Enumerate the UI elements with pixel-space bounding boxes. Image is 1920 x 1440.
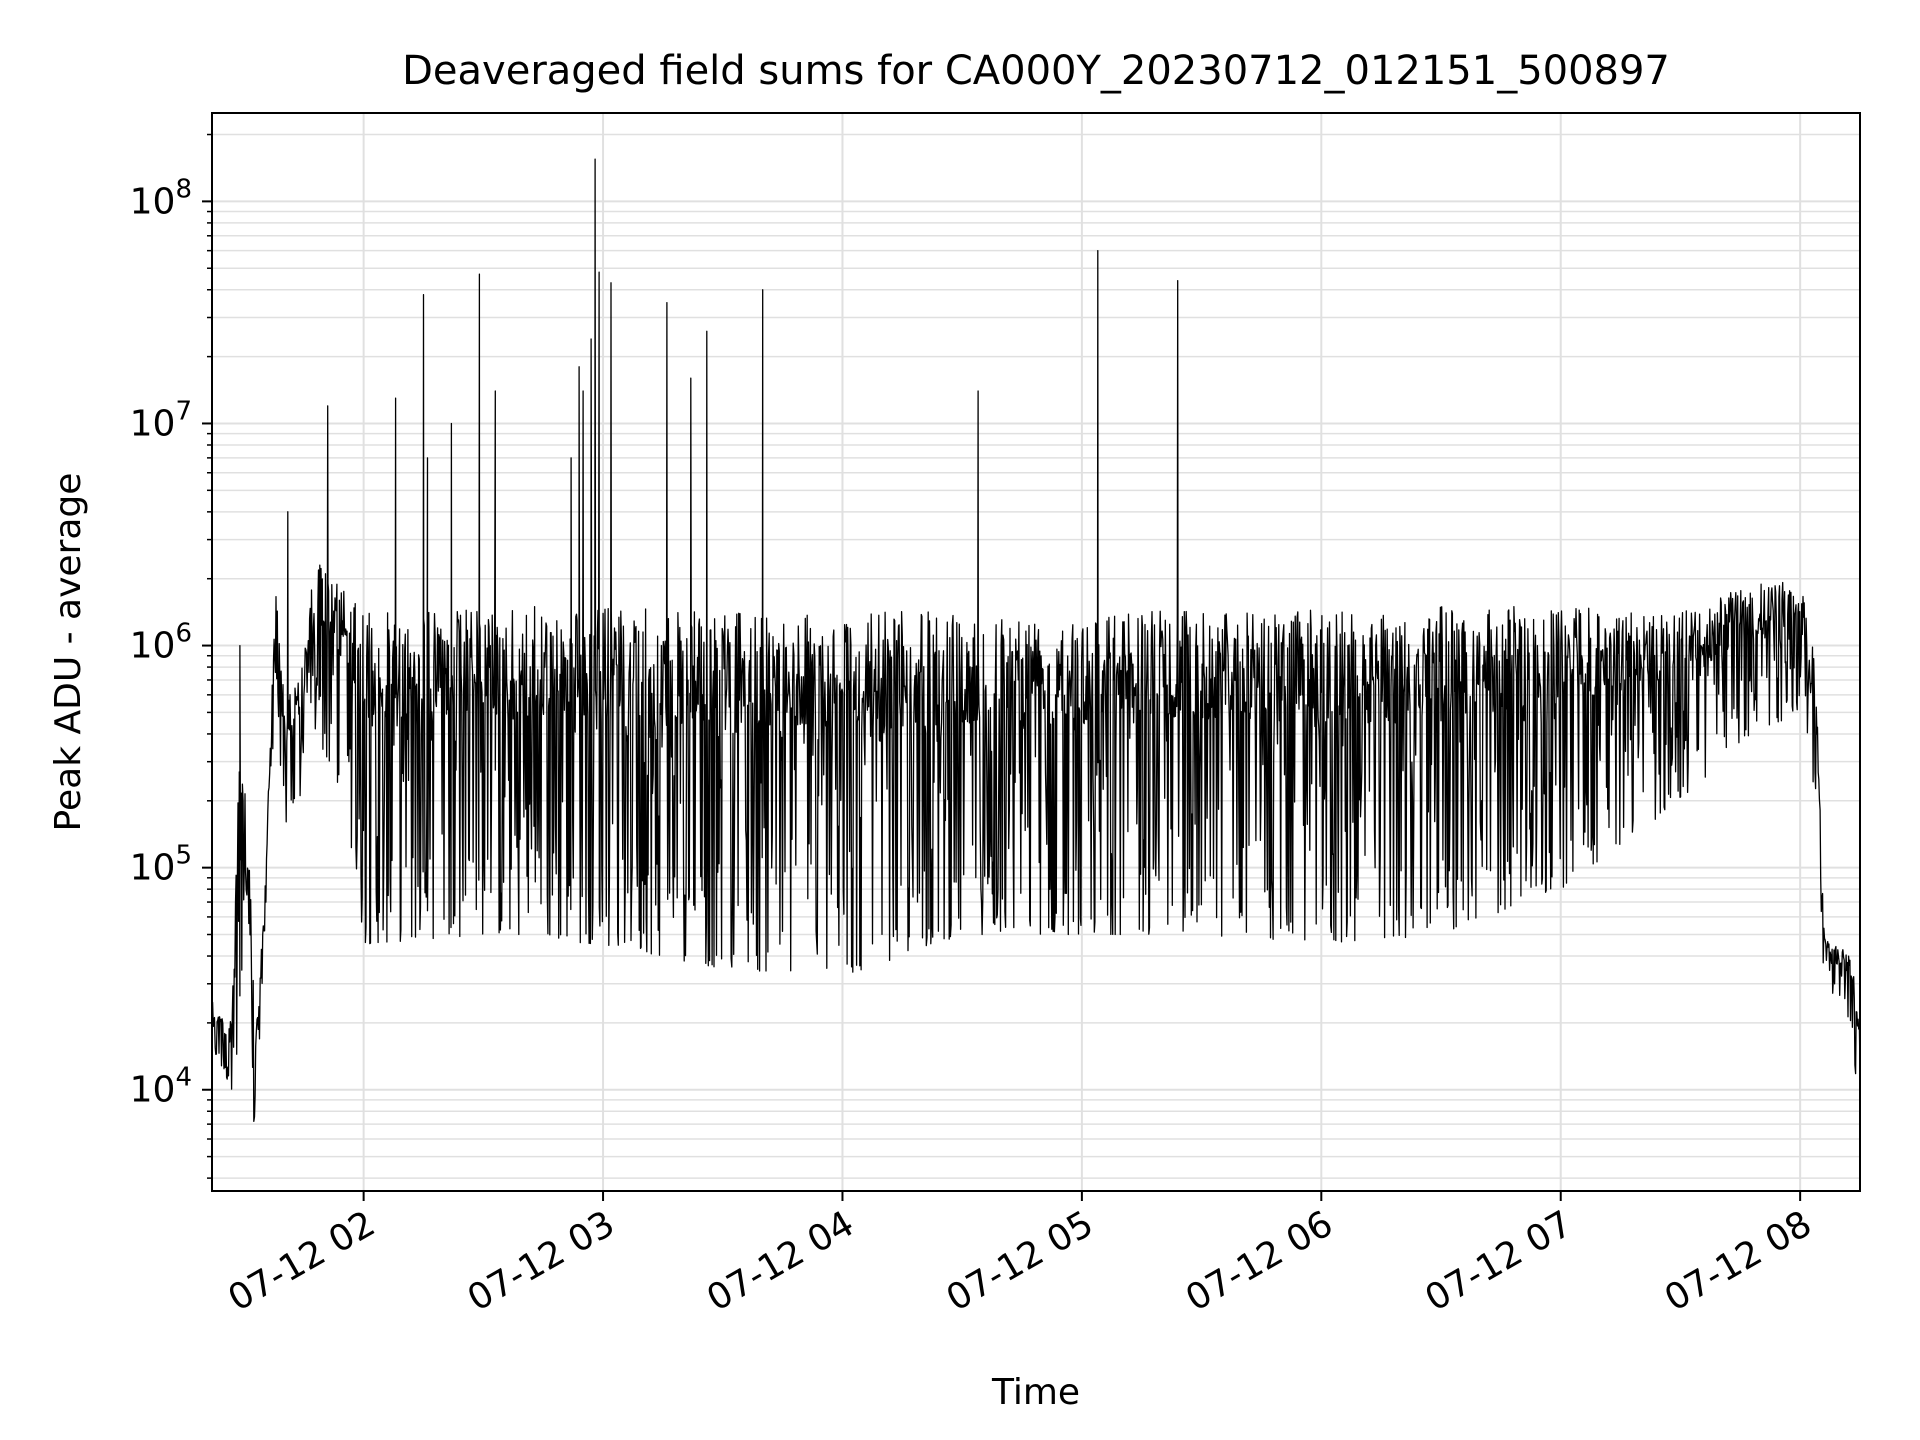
chart-title: Deaveraged field sums for CA000Y_2023071…	[402, 48, 1670, 94]
x-axis-label: Time	[991, 1372, 1080, 1413]
y-tick-label: 105	[130, 841, 192, 889]
series-path	[211, 158, 1861, 1123]
y-tick-label: 107	[130, 396, 192, 444]
y-tick-label: 106	[130, 619, 192, 667]
y-axis-label: Peak ADU - average	[48, 473, 89, 832]
y-tick-label: 104	[130, 1063, 192, 1111]
series-line	[211, 158, 1861, 1123]
plot-frame	[211, 112, 1861, 1192]
y-tick-label: 108	[130, 174, 192, 222]
y-axis: 104 105 106 107 108	[130, 133, 212, 1179]
grid	[212, 113, 1860, 1191]
